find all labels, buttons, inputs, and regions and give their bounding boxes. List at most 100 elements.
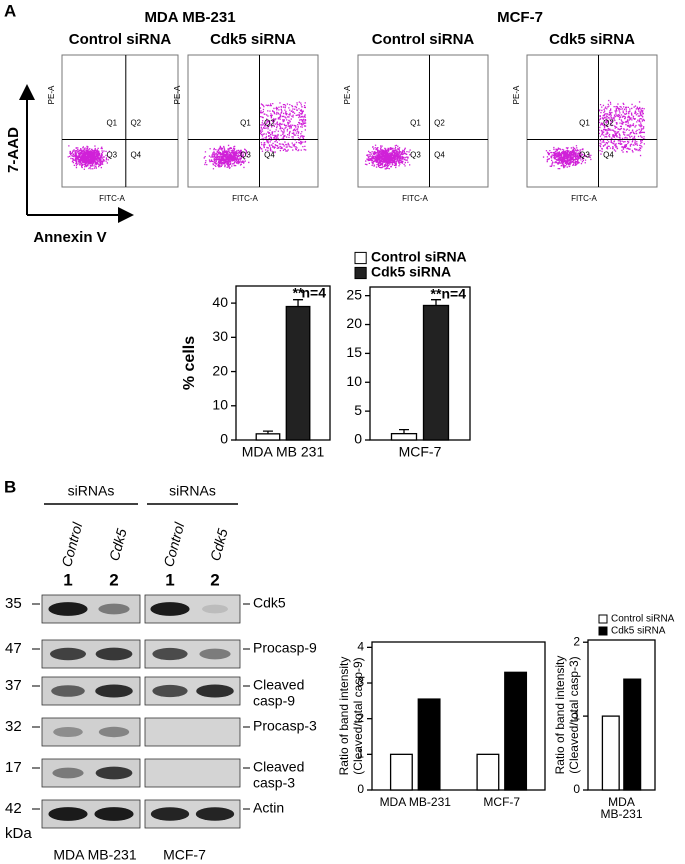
bar xyxy=(422,304,450,441)
blot-band xyxy=(95,684,133,698)
y-tick-label: 1 xyxy=(357,747,364,761)
marker-label: 37 xyxy=(5,677,22,694)
panel-label: A xyxy=(4,1,16,20)
row-label: casp-9 xyxy=(253,693,295,709)
y-tick-label: 40 xyxy=(212,294,228,310)
blot-band xyxy=(202,604,228,614)
legend-label: Cdk5 siRNA xyxy=(611,626,666,637)
y-tick-label: 5 xyxy=(354,402,362,418)
marker-label: 35 xyxy=(5,595,22,612)
x-tick-label: MCF-7 xyxy=(483,795,520,809)
y-axis-label: Ratio of band intensity xyxy=(553,656,567,775)
bar xyxy=(389,753,413,791)
flow-y-label: 7-AAD xyxy=(5,127,22,173)
row-label: Cdk5 xyxy=(253,595,286,611)
quadrant-label: Q2 xyxy=(264,119,275,128)
y-tick-label: 0 xyxy=(357,782,364,796)
blot-band xyxy=(95,647,133,661)
y-tick-label: 0 xyxy=(220,431,228,447)
lane-number: 2 xyxy=(210,570,219,589)
bar xyxy=(504,671,528,791)
blot-lane-bg xyxy=(144,758,241,788)
flow-plot-frame xyxy=(61,54,179,188)
blot-band xyxy=(51,685,85,697)
quadrant-label: Q4 xyxy=(603,151,614,160)
lane-label: Cdk5 xyxy=(106,527,130,563)
marker-label: 32 xyxy=(5,718,22,735)
plot-frame xyxy=(235,285,331,441)
blot-band xyxy=(53,726,83,738)
row-label: Cleaved xyxy=(253,759,304,775)
legend-label: Control siRNA xyxy=(371,249,467,265)
flow-axis-label: PE-A xyxy=(47,85,56,104)
condition-label: Control siRNA xyxy=(69,31,172,48)
flow-axis-label: PE-A xyxy=(512,85,521,104)
lane-label: Cdk5 xyxy=(207,527,231,563)
plot-frame xyxy=(369,286,471,441)
blot-lane-bg xyxy=(41,717,141,747)
condition-label: Cdk5 siRNA xyxy=(549,31,635,48)
y-tick-label: 4 xyxy=(357,640,364,654)
flow-x-label: Annexin V xyxy=(33,229,106,246)
plot-frame xyxy=(587,639,656,791)
row-label: Procasp-9 xyxy=(253,640,317,656)
flow-plot-frame xyxy=(526,54,658,188)
flow-events xyxy=(364,144,411,170)
y-tick-label: 0 xyxy=(573,782,580,796)
row-label: Cleaved xyxy=(253,677,304,693)
x-tick-label: MB-231 xyxy=(600,807,642,821)
blot-band xyxy=(196,684,234,698)
error-bar xyxy=(431,299,441,306)
y-tick-label: 10 xyxy=(212,396,228,412)
quadrant-label: Q4 xyxy=(264,151,275,160)
bar xyxy=(623,678,642,791)
row-label: casp-3 xyxy=(253,775,295,791)
x-tick-label: MCF-7 xyxy=(399,444,442,460)
annotation: n=4 xyxy=(301,285,326,301)
flow-axis-label: PE-A xyxy=(173,85,182,104)
legend-swatch xyxy=(354,251,367,265)
y-tick-label: 30 xyxy=(212,328,228,344)
y-tick-label: 15 xyxy=(346,344,362,360)
quadrant-label: Q3 xyxy=(410,151,421,160)
legend-label: Cdk5 siRNA xyxy=(371,264,451,280)
y-tick-label: 25 xyxy=(346,286,362,302)
bar xyxy=(476,753,500,791)
quadrant-label: Q3 xyxy=(579,151,590,160)
flow-events xyxy=(203,101,307,170)
x-tick-label: MDA MB 231 xyxy=(242,444,325,460)
flow-events xyxy=(67,145,110,170)
flow-plot-frame xyxy=(187,54,319,188)
quadrant-label: Q1 xyxy=(240,119,251,128)
flow-axis-label: FITC-A xyxy=(402,194,428,203)
row-label: Procasp-3 xyxy=(253,718,317,734)
group-title: MDA MB-231 xyxy=(144,9,235,26)
quadrant-label: Q1 xyxy=(106,119,117,128)
blot-band xyxy=(95,766,133,780)
y-axis-label: Ratio of band intensity xyxy=(337,657,351,776)
blot-band xyxy=(48,807,88,821)
quadrant-label: Q4 xyxy=(130,151,141,160)
lane-number: 1 xyxy=(165,570,174,589)
y-axis-label: (Cleaved/total casp-3) xyxy=(567,656,581,773)
y-tick-label: 20 xyxy=(346,315,362,331)
row-label: Actin xyxy=(253,800,284,816)
flow-axis-label: PE-A xyxy=(343,85,352,104)
legend-swatch xyxy=(598,626,608,636)
quadrant-label: Q4 xyxy=(434,151,445,160)
lane-number: 1 xyxy=(63,570,72,589)
y-tick-label: 20 xyxy=(212,362,228,378)
blot-band xyxy=(199,648,231,660)
blot-band xyxy=(48,602,88,616)
quadrant-label: Q2 xyxy=(130,119,141,128)
bar xyxy=(601,715,620,791)
y-tick-label: 0 xyxy=(354,431,362,447)
blot-header: siRNAs xyxy=(68,483,115,499)
blot-band xyxy=(150,807,190,821)
blot-header: siRNAs xyxy=(169,483,216,499)
marker-unit: kDa xyxy=(5,825,32,842)
group-title: MCF-7 xyxy=(497,9,543,26)
y-axis-label: % cells xyxy=(181,336,198,390)
legend-swatch xyxy=(354,266,367,280)
